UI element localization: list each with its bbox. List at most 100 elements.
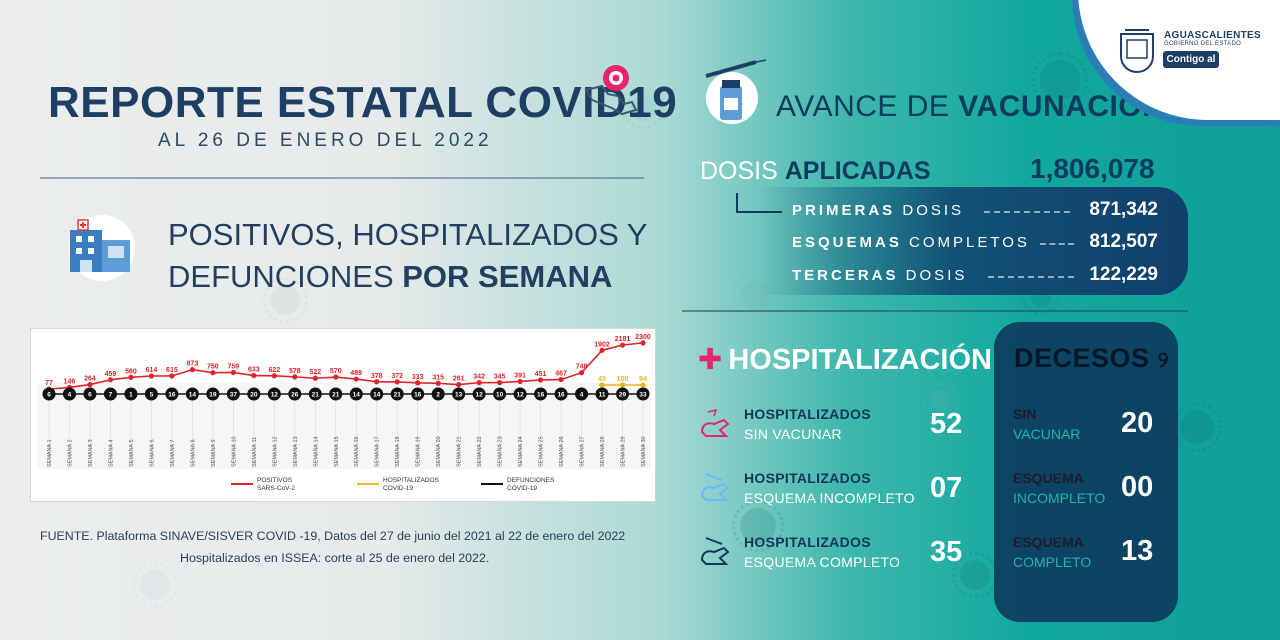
positivos-point bbox=[292, 374, 298, 380]
source-note: FUENTE. Plataforma SINAVE/SISVER COVID -… bbox=[40, 525, 625, 569]
positivos-data-label: 615 bbox=[166, 367, 178, 374]
defunciones-point bbox=[165, 387, 179, 401]
weekly-heading-line2: DEFUNCIONES POR SEMANA bbox=[168, 256, 647, 298]
legend-label: HOSPITALIZADOS bbox=[383, 477, 440, 484]
hosp-row-incomplete: HOSPITALIZADOS ESQUEMA INCOMPLETO 07 bbox=[698, 468, 978, 518]
defunciones-data-label: 12 bbox=[476, 392, 484, 399]
logo-subtitle: GOBIERNO DEL ESTADO bbox=[1164, 41, 1242, 47]
defunciones-point bbox=[575, 387, 589, 401]
positivos-data-label: 264 bbox=[84, 376, 96, 383]
legend-label: SARS-CoV-2 bbox=[257, 485, 295, 492]
defunciones-point bbox=[62, 387, 76, 401]
defunciones-data-label: 16 bbox=[168, 392, 176, 399]
x-tick-label: SEMANA 6 bbox=[149, 439, 155, 467]
hosp-row-complete: HOSPITALIZADOS ESQUEMA COMPLETO 35 bbox=[698, 532, 978, 582]
defunciones-data-label: 14 bbox=[189, 392, 197, 399]
defunciones-point bbox=[493, 387, 507, 401]
positivos-point bbox=[333, 374, 339, 380]
dose-row-bold: TERCERAS bbox=[792, 267, 899, 284]
positivos-point bbox=[558, 376, 564, 383]
defunciones-point bbox=[431, 387, 445, 401]
death-label: ESQUEMA COMPLETO bbox=[1013, 532, 1163, 572]
defunciones-data-label: 14 bbox=[353, 392, 361, 399]
positivos-point bbox=[210, 370, 216, 376]
virus-decoration bbox=[132, 562, 178, 608]
plot-area bbox=[37, 383, 651, 469]
defunciones-data-label: 21 bbox=[312, 392, 320, 399]
defunciones-data-label: 5 bbox=[150, 392, 154, 399]
x-tick-label: SEMANA 21 bbox=[457, 436, 463, 467]
defunciones-data-label: 26 bbox=[291, 392, 299, 399]
x-tick-label: SEMANA 27 bbox=[580, 436, 586, 467]
positivos-data-label: 633 bbox=[248, 367, 260, 374]
defunciones-point bbox=[83, 387, 97, 401]
x-tick-label: SEMANA 23 bbox=[498, 436, 504, 467]
logo-name: AGUASCALIENTES bbox=[1164, 30, 1261, 41]
positivos-data-label: 489 bbox=[350, 370, 362, 377]
death-label-normal: COMPLETO bbox=[1013, 554, 1092, 570]
positivos-data-label: 146 bbox=[64, 378, 76, 385]
logo-badge: Contigo al 100 bbox=[1163, 51, 1219, 82]
doses-label-normal: DOSIS bbox=[700, 157, 785, 185]
positivos-data-label: 622 bbox=[268, 367, 280, 374]
positivos-data-label: 342 bbox=[473, 374, 485, 381]
positivos-data-label: 451 bbox=[535, 371, 547, 378]
defunciones-data-label: 33 bbox=[639, 392, 647, 399]
death-label-normal: INCOMPLETO bbox=[1013, 490, 1106, 506]
positivos-data-label: 315 bbox=[432, 374, 444, 381]
defunciones-data-label: 2 bbox=[436, 392, 440, 399]
hosp-count: 52 bbox=[930, 408, 963, 440]
positivos-point bbox=[189, 367, 195, 373]
defunciones-data-label: 16 bbox=[557, 392, 565, 399]
x-tick-label: SEMANA 16 bbox=[354, 436, 360, 467]
ribbon-icon: ୨ bbox=[1157, 347, 1170, 372]
defunciones-data-label: 14 bbox=[373, 392, 381, 399]
death-label-bold: ESQUEMA bbox=[1013, 534, 1084, 550]
positivos-point bbox=[517, 378, 523, 385]
death-label-bold: ESQUEMA bbox=[1013, 470, 1084, 486]
x-tick-label: SEMANA 29 bbox=[621, 436, 627, 467]
x-tick-label: SEMANA 3 bbox=[88, 439, 94, 467]
defunciones-data-label: 16 bbox=[537, 392, 545, 399]
x-tick-label: SEMANA 5 bbox=[129, 439, 135, 467]
death-count: 20 bbox=[1121, 407, 1154, 439]
positivos-point bbox=[415, 380, 421, 386]
dash-leader bbox=[988, 276, 1074, 278]
weekly-section-heading: POSITIVOS, HOSPITALIZADOS Y DEFUNCIONES … bbox=[168, 214, 647, 298]
dose-row-first: PRIMERAS DOSIS 871,342 bbox=[792, 199, 1172, 220]
defunciones-point bbox=[329, 387, 343, 401]
hosp-label-normal: SIN VACUNAR bbox=[744, 426, 842, 442]
defunciones-data-label: 6 bbox=[88, 392, 92, 399]
dash-leader bbox=[984, 211, 1070, 213]
x-tick-label: SEMANA 19 bbox=[416, 436, 422, 467]
virus-decoration bbox=[1032, 52, 1088, 108]
hospital-icon bbox=[69, 215, 135, 281]
defunciones-data-label: 20 bbox=[250, 392, 258, 399]
defunciones-data-label: 10 bbox=[496, 392, 504, 399]
positivos-point bbox=[497, 379, 503, 386]
hosp-label-bold: HOSPITALIZADOS bbox=[744, 534, 871, 550]
x-tick-label: SEMANA 20 bbox=[436, 436, 442, 467]
x-tick-label: SEMANA 26 bbox=[559, 436, 565, 467]
report-date: AL 26 DE ENERO DEL 2022 bbox=[158, 130, 493, 151]
defunciones-data-label: 16 bbox=[414, 392, 422, 399]
defunciones-data-label: 1 bbox=[129, 392, 133, 399]
mexico-map-pin-icon bbox=[584, 65, 638, 116]
weekly-heading-bold: POR SEMANA bbox=[402, 259, 613, 294]
hospitalizados-data-label: 43 bbox=[598, 376, 606, 383]
defunciones-point bbox=[103, 387, 117, 401]
positivos-data-label: 378 bbox=[371, 373, 383, 380]
defunciones-data-label: 19 bbox=[209, 392, 217, 399]
defunciones-point bbox=[534, 387, 548, 401]
x-tick-label: SEMANA 4 bbox=[108, 439, 114, 467]
hosp-row-unvaccinated: HOSPITALIZADOS SIN VACUNAR 52 bbox=[698, 404, 978, 454]
defunciones-point bbox=[124, 387, 138, 401]
source-line1: FUENTE. Plataforma SINAVE/SISVER COVID -… bbox=[40, 529, 626, 543]
defunciones-point bbox=[267, 387, 281, 401]
defunciones-data-label: 7 bbox=[109, 392, 113, 399]
dose-row-value: 122,229 bbox=[1089, 264, 1158, 285]
x-tick-label: SEMANA 12 bbox=[272, 436, 278, 467]
hosp-label: HOSPITALIZADOS ESQUEMA COMPLETO bbox=[744, 532, 900, 572]
doses-applied-total: 1,806,078 bbox=[1030, 153, 1155, 184]
death-label-bold: SIN bbox=[1013, 406, 1037, 422]
